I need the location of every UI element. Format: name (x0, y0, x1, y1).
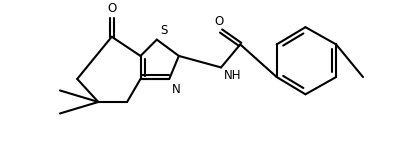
Text: NH: NH (224, 69, 242, 82)
Text: O: O (215, 15, 224, 28)
Text: S: S (161, 24, 168, 37)
Text: N: N (172, 83, 181, 96)
Text: O: O (107, 2, 116, 15)
